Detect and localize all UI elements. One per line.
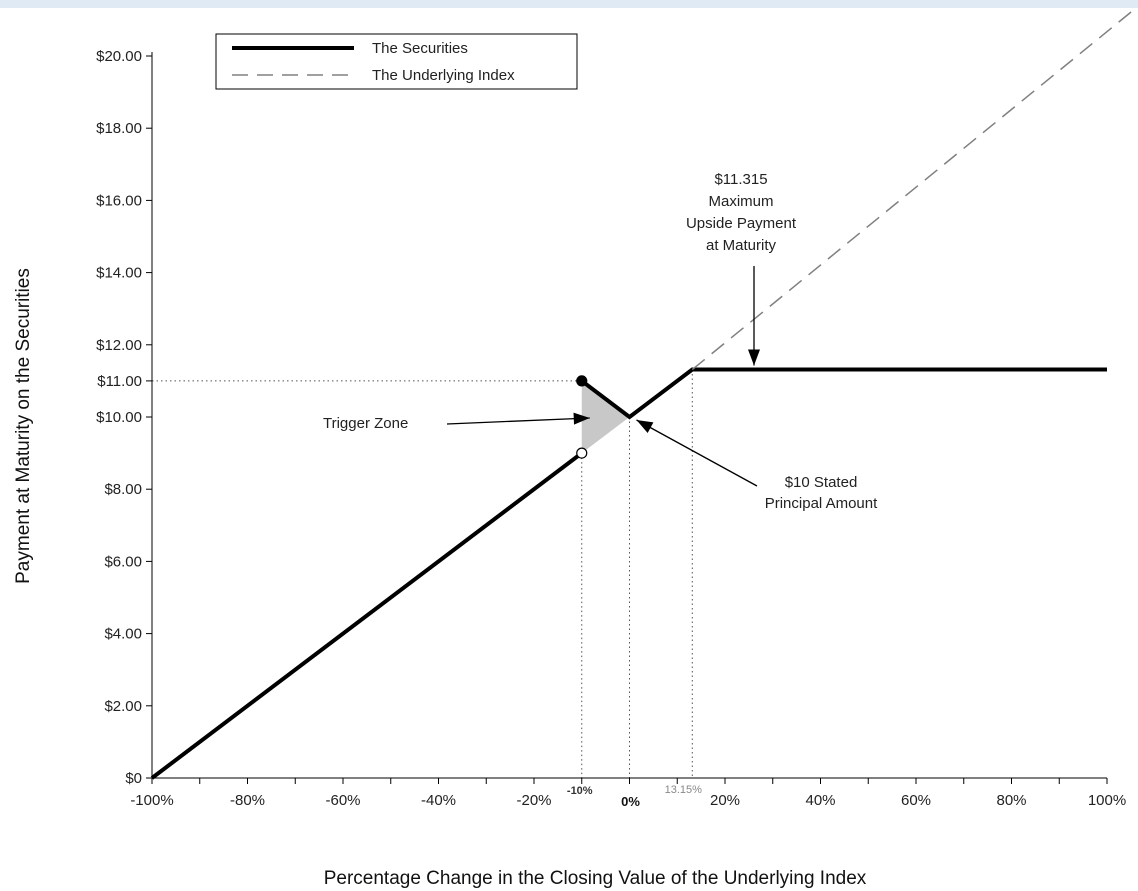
- x-tick-label: 40%: [805, 792, 835, 809]
- y-tick-label: $10.00: [96, 409, 142, 426]
- series-underlying-index: [691, 7, 1137, 371]
- x-special-label-zero: 0%: [621, 794, 640, 809]
- x-tick-label: -20%: [516, 792, 551, 809]
- x-tick-label: 80%: [996, 792, 1026, 809]
- arrow-trigger-zone-shaft: [446, 417, 590, 425]
- arrow-max-payment-head: [748, 349, 760, 366]
- annotation-trigger-zone: Trigger Zone: [323, 415, 408, 432]
- legend-box: [215, 33, 578, 90]
- arrow-trigger-zone-head: [573, 412, 590, 425]
- x-special-label-cap: 13.15%: [665, 784, 703, 796]
- y-tick-label: $6.00: [104, 553, 142, 570]
- x-axis-title: Percentage Change in the Closing Value o…: [324, 868, 867, 889]
- x-tick-label: -100%: [130, 792, 173, 809]
- y-tick-label: $16.00: [96, 192, 142, 209]
- arrow-principal: [636, 419, 758, 487]
- arrow-trigger-zone: [446, 412, 590, 425]
- y-tick-label: $12.00: [96, 337, 142, 354]
- annotation-principal-line-2: Principal Amount: [765, 495, 878, 512]
- legend-label-securities: The Securities: [372, 40, 468, 57]
- annotation-max-line-1: $11.315: [714, 171, 767, 188]
- x-tick-label: -80%: [230, 792, 265, 809]
- annotation-principal-line-1: $10 Stated: [785, 474, 858, 491]
- x-tick-label: 20%: [710, 792, 740, 809]
- annotation-max-line-3: Upside Payment: [686, 215, 797, 232]
- y-tick-label: $11.00: [97, 373, 142, 390]
- y-tick-label: $8.00: [104, 481, 142, 498]
- trigger-zone-area: [581, 380, 630, 454]
- y-tick-label: $18.00: [96, 120, 142, 137]
- arrow-principal-head: [636, 420, 654, 433]
- y-tick-label: $20.00: [96, 48, 142, 65]
- annotation-max-line-2: Maximum: [708, 193, 773, 210]
- arrow-principal-shaft: [636, 419, 758, 487]
- y-tick-label: $2.00: [104, 698, 142, 715]
- arrow-max-payment: [748, 266, 760, 366]
- x-tick-label: -40%: [421, 792, 456, 809]
- x-special-label-minus10: -10%: [567, 785, 593, 797]
- top-border: [0, 0, 1138, 8]
- x-tick-label: 60%: [901, 792, 931, 809]
- annotation-max-line-4: at Maturity: [706, 237, 777, 254]
- series-securities-segment-1: [150, 451, 583, 780]
- y-tick-label: $4.00: [104, 626, 142, 643]
- marker-open: [576, 447, 588, 459]
- y-tick-label: $0: [125, 770, 142, 787]
- y-tick-label: $14.00: [96, 265, 142, 282]
- x-tick-label: -60%: [325, 792, 360, 809]
- y-axis-title: Payment at Maturity on the Securities: [13, 268, 34, 584]
- legend-label-underlying: The Underlying Index: [372, 67, 515, 84]
- marker-filled: [576, 375, 588, 387]
- x-tick-label: 100%: [1088, 792, 1126, 809]
- series-securities-segment-2: [580, 367, 1107, 420]
